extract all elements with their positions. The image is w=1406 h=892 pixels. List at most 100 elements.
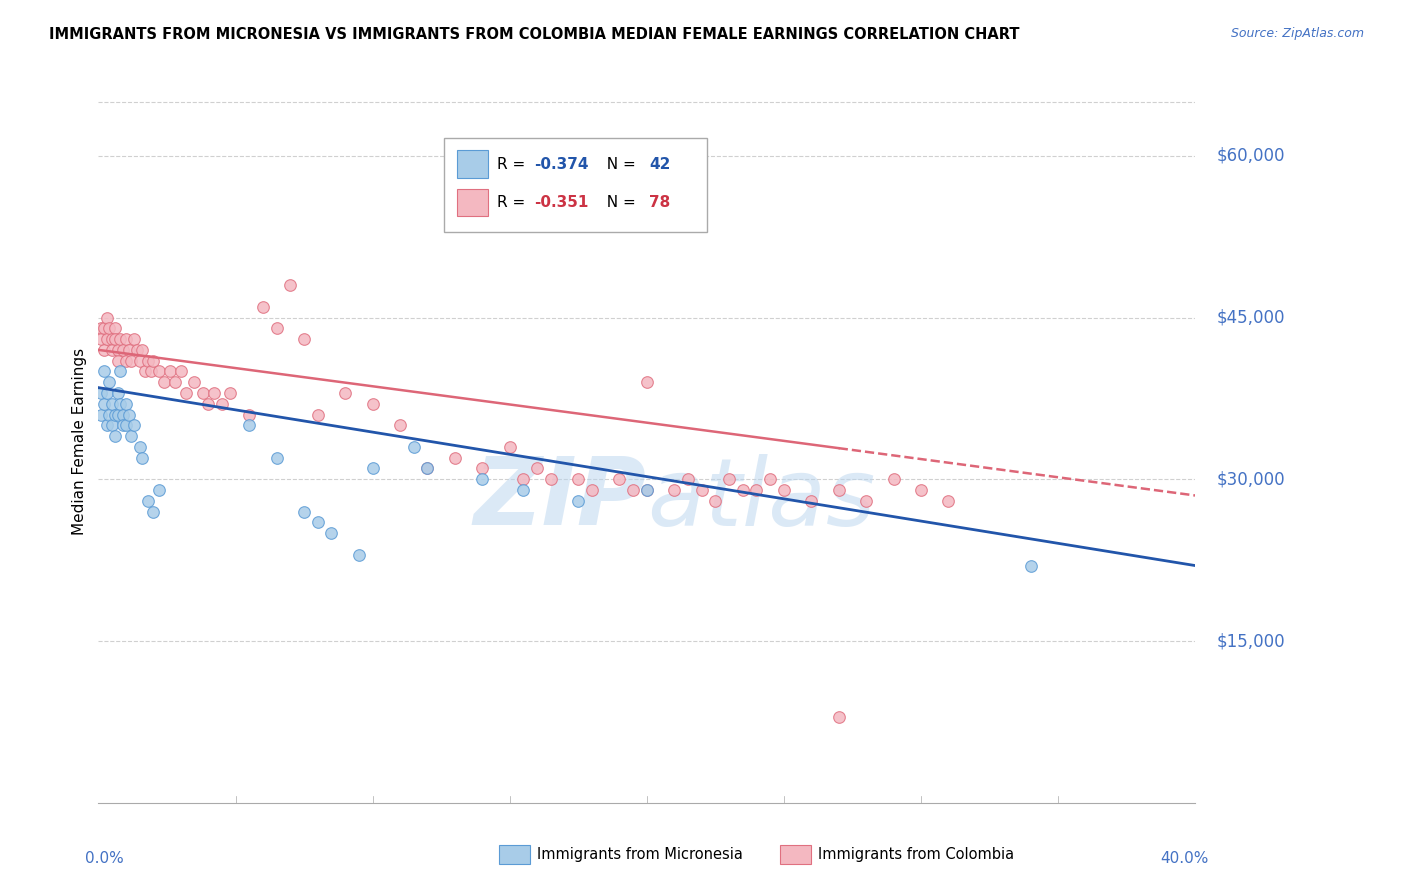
Point	[104, 332, 127, 346]
Point	[93, 343, 115, 357]
Point	[136, 493, 159, 508]
Point	[115, 353, 138, 368]
Point	[238, 408, 260, 422]
Point	[101, 332, 124, 346]
Text: 78: 78	[650, 194, 671, 210]
Point	[444, 450, 467, 465]
Point	[98, 408, 121, 422]
Point	[938, 493, 960, 508]
Point	[388, 418, 412, 433]
Point	[136, 353, 159, 368]
Point	[112, 418, 135, 433]
Text: R =: R =	[496, 194, 530, 210]
Point	[107, 386, 129, 401]
Point	[416, 461, 439, 475]
Point	[471, 461, 494, 475]
Point	[828, 483, 851, 497]
Text: 40.0%: 40.0%	[1160, 851, 1209, 866]
Point	[90, 386, 112, 401]
Point	[96, 310, 118, 325]
Point	[107, 353, 129, 368]
Point	[107, 343, 129, 357]
Point	[361, 461, 384, 475]
Point	[96, 332, 118, 346]
Point	[197, 397, 219, 411]
Point	[335, 386, 357, 401]
Point	[153, 376, 176, 390]
Text: $45,000: $45,000	[1218, 309, 1285, 326]
Point	[219, 386, 242, 401]
Point	[98, 376, 121, 390]
Point	[183, 376, 205, 390]
Point	[307, 408, 329, 422]
Point	[139, 364, 162, 378]
Point	[112, 343, 135, 357]
Point	[664, 483, 686, 497]
Point	[704, 493, 727, 508]
Point	[636, 483, 658, 497]
Point	[676, 472, 699, 486]
Point	[159, 364, 181, 378]
Point	[120, 353, 142, 368]
Text: -0.374: -0.374	[534, 157, 588, 171]
Point	[828, 709, 851, 723]
Point	[96, 386, 118, 401]
Text: ZIP: ZIP	[474, 453, 647, 545]
Point	[125, 343, 148, 357]
Point	[202, 386, 225, 401]
Point	[361, 397, 384, 411]
Text: Immigrants from Micronesia: Immigrants from Micronesia	[537, 847, 742, 862]
Point	[416, 461, 439, 475]
Point	[110, 364, 132, 378]
Point	[266, 321, 288, 335]
Point	[101, 343, 124, 357]
Point	[636, 483, 658, 497]
Bar	[457, 151, 488, 178]
Point	[142, 505, 165, 519]
Point	[90, 332, 112, 346]
Point	[101, 418, 124, 433]
Point	[191, 386, 214, 401]
Text: atlas: atlas	[647, 454, 875, 545]
Point	[165, 376, 187, 390]
Point	[120, 429, 142, 443]
Point	[131, 450, 153, 465]
Point	[526, 461, 548, 475]
Point	[90, 408, 112, 422]
Text: Source: ZipAtlas.com: Source: ZipAtlas.com	[1230, 27, 1364, 40]
Text: R =: R =	[496, 157, 530, 171]
Point	[292, 505, 315, 519]
Point	[117, 343, 139, 357]
Bar	[457, 188, 488, 216]
Point	[170, 364, 193, 378]
Point	[731, 483, 754, 497]
Point	[512, 483, 534, 497]
Point	[636, 376, 658, 390]
Point	[117, 408, 139, 422]
Point	[110, 332, 132, 346]
Point	[122, 418, 145, 433]
Point	[98, 321, 121, 335]
Text: $15,000: $15,000	[1218, 632, 1285, 650]
Point	[104, 408, 127, 422]
Point	[128, 353, 150, 368]
Point	[307, 516, 329, 530]
Point	[280, 278, 302, 293]
Point	[122, 332, 145, 346]
Point	[93, 397, 115, 411]
Point	[773, 483, 796, 497]
Text: N =: N =	[598, 194, 641, 210]
Point	[512, 472, 534, 486]
Point	[745, 483, 768, 497]
Point	[621, 483, 644, 497]
Point	[115, 397, 138, 411]
Point	[581, 483, 603, 497]
Text: $60,000: $60,000	[1218, 147, 1285, 165]
Point	[174, 386, 197, 401]
Y-axis label: Median Female Earnings: Median Female Earnings	[72, 348, 87, 535]
Point	[718, 472, 741, 486]
Point	[855, 493, 877, 508]
Point	[148, 483, 170, 497]
Point	[800, 493, 823, 508]
Point	[112, 408, 135, 422]
